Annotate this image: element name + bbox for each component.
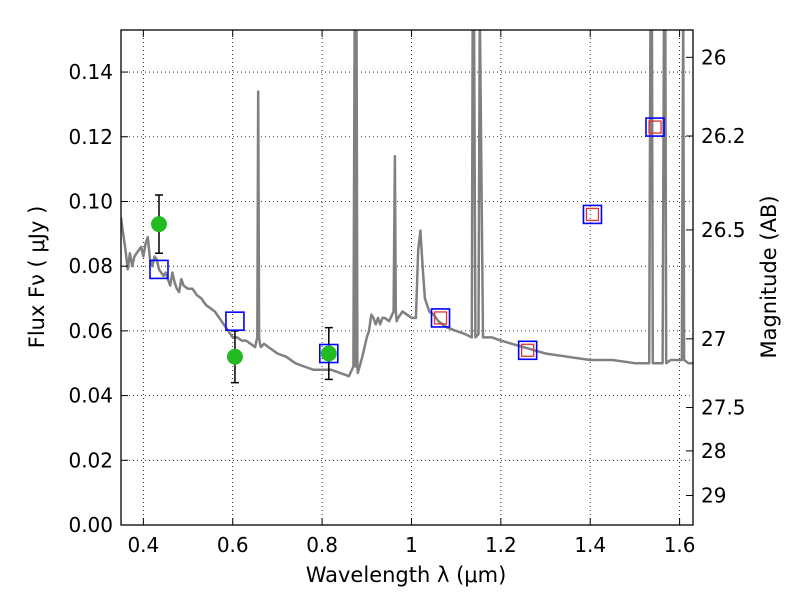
model-point: [149, 259, 169, 280]
y-tick-label: 0.08: [68, 254, 113, 278]
y2-tick-label: 27: [701, 327, 726, 351]
y-tick-label: 0.06: [68, 319, 113, 343]
model-point: [318, 343, 339, 364]
y2-tick-label: 29: [701, 483, 726, 507]
y2-tick-label: 28: [701, 439, 726, 463]
x-tick-label: 0.6: [217, 533, 249, 557]
observed-point: [150, 216, 167, 233]
tick-marks: [121, 30, 693, 526]
model-point: [225, 311, 245, 331]
y2-tick-label: 26: [701, 45, 726, 69]
model-point-inner: [648, 120, 662, 134]
plot-frame: [120, 29, 694, 526]
model-point: [582, 204, 603, 225]
x-axis-label: Wavelength λ (μm): [306, 563, 507, 587]
y2-tick-label: 26.5: [701, 218, 746, 242]
plot-content: [121, 30, 693, 384]
x-tick-label: 1: [405, 533, 418, 557]
x-tick-label: 1.4: [574, 533, 606, 557]
y-tick-label: 0.10: [68, 189, 113, 213]
observed-point: [320, 345, 337, 362]
y-tick-label: 0.04: [68, 384, 113, 408]
y2-tick-label: 27.5: [701, 396, 746, 420]
model-point-inner: [585, 207, 600, 222]
y-tick-label: 0.02: [68, 448, 113, 472]
model-point-inner: [521, 343, 535, 357]
y-tick-label: 0.12: [68, 125, 113, 149]
tick-labels: 0.4 0.6 0.8 1 1.2 1.4 1.6 0.00 0.02 0.04 0.06 0.08 0…: [68, 45, 745, 557]
model-point: [645, 117, 665, 137]
observed-point: [226, 348, 243, 365]
x-tick-label: 1.2: [485, 533, 517, 557]
y2-tick-label: 26.2: [701, 124, 746, 148]
y-tick-label: 0.00: [68, 513, 113, 537]
y-tick-label: 0.14: [68, 60, 113, 84]
x-tick-label: 0.4: [127, 533, 159, 557]
x-tick-label: 1.6: [664, 533, 696, 557]
y2-axis-label: Magnitude (AB): [757, 195, 781, 358]
model-point-inner: [433, 311, 448, 325]
plot-background: [121, 30, 693, 525]
x-tick-label: 0.8: [306, 533, 338, 557]
y-axis-label: Flux Fν ( μJy ): [25, 206, 49, 349]
model-point: [430, 308, 451, 328]
spectrum-line: [121, 30, 693, 378]
model-point: [517, 340, 538, 361]
